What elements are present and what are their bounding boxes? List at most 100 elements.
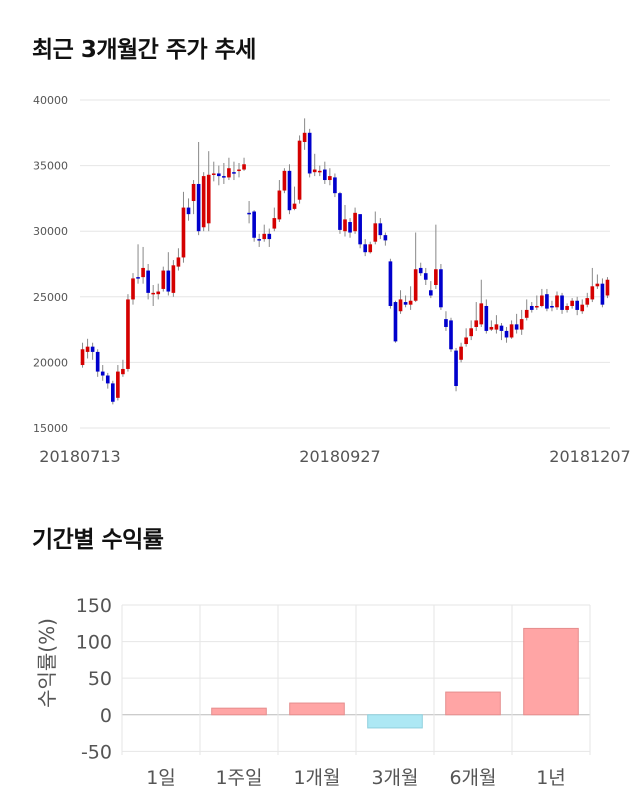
price-candle-body [348, 222, 352, 233]
price-candle-body [575, 300, 580, 310]
returns-chart-grid [121, 604, 591, 755]
price-candle-body [509, 324, 514, 338]
price-candle-body [206, 174, 211, 224]
price-candle-body [545, 294, 549, 309]
price-candle-body [555, 295, 559, 308]
price-candle-body [499, 325, 504, 331]
price-candle-body [444, 319, 448, 327]
price-candle-body [383, 235, 388, 241]
price-candle-body [524, 309, 529, 318]
price-candle-body [540, 295, 544, 306]
price-candle-body [469, 328, 474, 337]
returns-bar [445, 691, 501, 716]
price-candle-body [565, 305, 569, 310]
price-candle-body [550, 305, 554, 308]
price-candle-body [307, 132, 312, 174]
price-candle-body [277, 190, 282, 220]
price-candle-body [494, 324, 499, 330]
price-candle-body [257, 239, 262, 241]
price-candle-body [116, 371, 120, 398]
price-candle-body [454, 350, 458, 387]
price-candle-body [297, 140, 302, 200]
price-candle-body [227, 168, 231, 178]
returns-chart-bars [211, 627, 579, 729]
price-candle-body [378, 223, 383, 236]
price-candle-body [605, 279, 610, 296]
returns-bar [367, 714, 423, 729]
price-candle-body [121, 368, 125, 375]
price-chart-candles [80, 118, 610, 405]
price-candle-body [292, 203, 297, 209]
price-y-tick-label: 15000 [33, 422, 68, 435]
price-candle-body [126, 299, 130, 369]
price-y-tick-label: 20000 [33, 356, 68, 369]
price-candle-body [403, 302, 408, 305]
price-candle-body [302, 132, 307, 142]
price-candle-body [156, 291, 161, 295]
price-candle-body [282, 170, 287, 191]
returns-chart-title: 기간별 수익률 [32, 527, 164, 553]
returns-x-tick-label: 1주일 [215, 767, 262, 789]
price-candle-body [393, 302, 398, 342]
price-candle-body [388, 261, 393, 306]
price-candle-body [287, 170, 292, 211]
price-candle-body [479, 303, 484, 325]
returns-chart-x-ticks: 1일 1주일 1개월 3개월 6개월 1년 [146, 767, 566, 789]
price-candle-body [85, 346, 90, 352]
returns-y-tick-label: 150 [76, 595, 112, 617]
price-y-tick-label: 40000 [33, 94, 68, 107]
price-candle-body [105, 375, 110, 384]
price-candle-body [211, 173, 216, 175]
price-candle-body [131, 278, 135, 300]
returns-bar-chart: 150 100 50 0 -50 1일 1주일 1개월 3개월 6개월 1년 수익률(%) [35, 595, 591, 789]
returns-chart-y-axis-label: 수익률(%) [35, 618, 59, 708]
price-candle-body [322, 169, 327, 181]
price-candle-body [181, 207, 186, 258]
price-candle-body [474, 320, 479, 327]
price-candle-body [196, 183, 201, 232]
price-candle-body [428, 290, 433, 296]
price-candle-body [262, 233, 267, 240]
price-candle-body [373, 223, 378, 242]
price-candle-body [418, 267, 423, 274]
price-candle-body [590, 286, 595, 300]
price-candle-body [368, 244, 373, 253]
price-candle-body [80, 349, 85, 366]
returns-x-tick-label: 3개월 [371, 767, 418, 789]
price-y-tick-label: 35000 [33, 160, 68, 173]
price-candle-body [504, 330, 509, 338]
price-candle-body [580, 304, 585, 312]
price-candle-body [560, 295, 564, 310]
returns-x-tick-label: 1년 [536, 767, 566, 789]
price-candle-body [413, 269, 418, 301]
price-candle-body [317, 170, 322, 173]
price-candle-body [267, 233, 272, 240]
price-candle-body [151, 292, 156, 295]
price-chart-title: 최근 3개월간 주가 추세 [32, 37, 256, 63]
price-candle-body [519, 319, 524, 330]
price-candle-body [242, 164, 246, 170]
price-candle-body [333, 177, 337, 194]
price-candle-body [171, 265, 176, 293]
price-candle-body [408, 300, 413, 305]
price-x-tick-label: 20180713 [39, 447, 120, 466]
price-candle-body [232, 172, 236, 174]
price-candle-body [186, 207, 191, 215]
price-candle-body [136, 277, 140, 279]
price-candle-body [110, 383, 115, 402]
price-x-tick-label: 20180927 [299, 447, 380, 466]
price-candle-body [585, 298, 590, 305]
price-candle-body [191, 183, 196, 202]
returns-y-tick-label: 0 [100, 705, 112, 727]
returns-bar [211, 707, 267, 716]
price-chart-grid [80, 99, 610, 429]
price-candle-body [464, 337, 468, 345]
price-candle-body [353, 212, 357, 232]
price-candle-body [595, 283, 600, 287]
price-candle-body [434, 269, 438, 285]
price-candle-body [358, 214, 362, 245]
price-candle-body [100, 371, 105, 376]
price-candle-body [343, 219, 347, 232]
price-candle-body [459, 346, 463, 360]
